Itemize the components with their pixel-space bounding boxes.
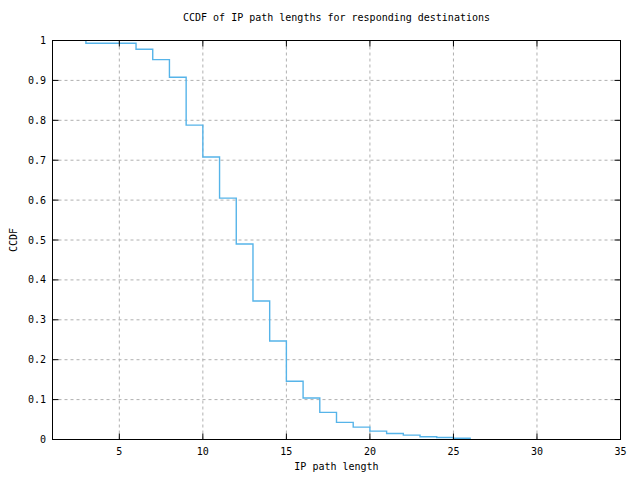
y-tick-label: 0.1 <box>28 394 46 405</box>
x-tick-label: 15 <box>280 446 292 457</box>
x-tick-label: 10 <box>197 446 209 457</box>
y-tick-labels: 0 0.1 0.2 0.3 0.4 0.5 0.6 0.7 0.8 0.9 1 <box>28 35 46 445</box>
x-tick-label: 30 <box>531 446 543 457</box>
y-axis-label: CCDF <box>8 228 20 252</box>
x-axis-label: IP path length <box>52 461 621 473</box>
x-tick-label: 20 <box>364 446 376 457</box>
y-tick-label: 0 <box>40 434 46 445</box>
y-tick-label: 0.7 <box>28 155 46 166</box>
x-tick-label: 5 <box>116 446 122 457</box>
y-tick-label: 0.3 <box>28 314 46 325</box>
y-tick-label: 0.6 <box>28 195 46 206</box>
plot-canvas: 5 10 15 20 25 30 35 0 0.1 0.2 0.3 0.4 0.5 0.6 0.7 0.8 0.… <box>0 0 640 480</box>
y-tick-label: 0.4 <box>28 274 46 285</box>
x-tick-labels: 5 10 15 20 25 30 35 <box>116 446 626 457</box>
x-tick-label: 35 <box>614 446 626 457</box>
chart-title: CCDF of IP path lengths for responding d… <box>52 12 621 24</box>
y-tick-label: 0.2 <box>28 354 46 365</box>
ccdf-chart: 5 10 15 20 25 30 35 0 0.1 0.2 0.3 0.4 0.5 0.6 0.7 0.8 0.… <box>0 0 640 480</box>
y-tick-label: 1 <box>40 35 46 46</box>
y-tick-label: 0.9 <box>28 75 46 86</box>
grid-lines <box>53 41 621 440</box>
x-tick-label: 25 <box>447 446 459 457</box>
y-tick-label: 0.5 <box>28 235 46 246</box>
y-tick-label: 0.8 <box>28 115 46 126</box>
